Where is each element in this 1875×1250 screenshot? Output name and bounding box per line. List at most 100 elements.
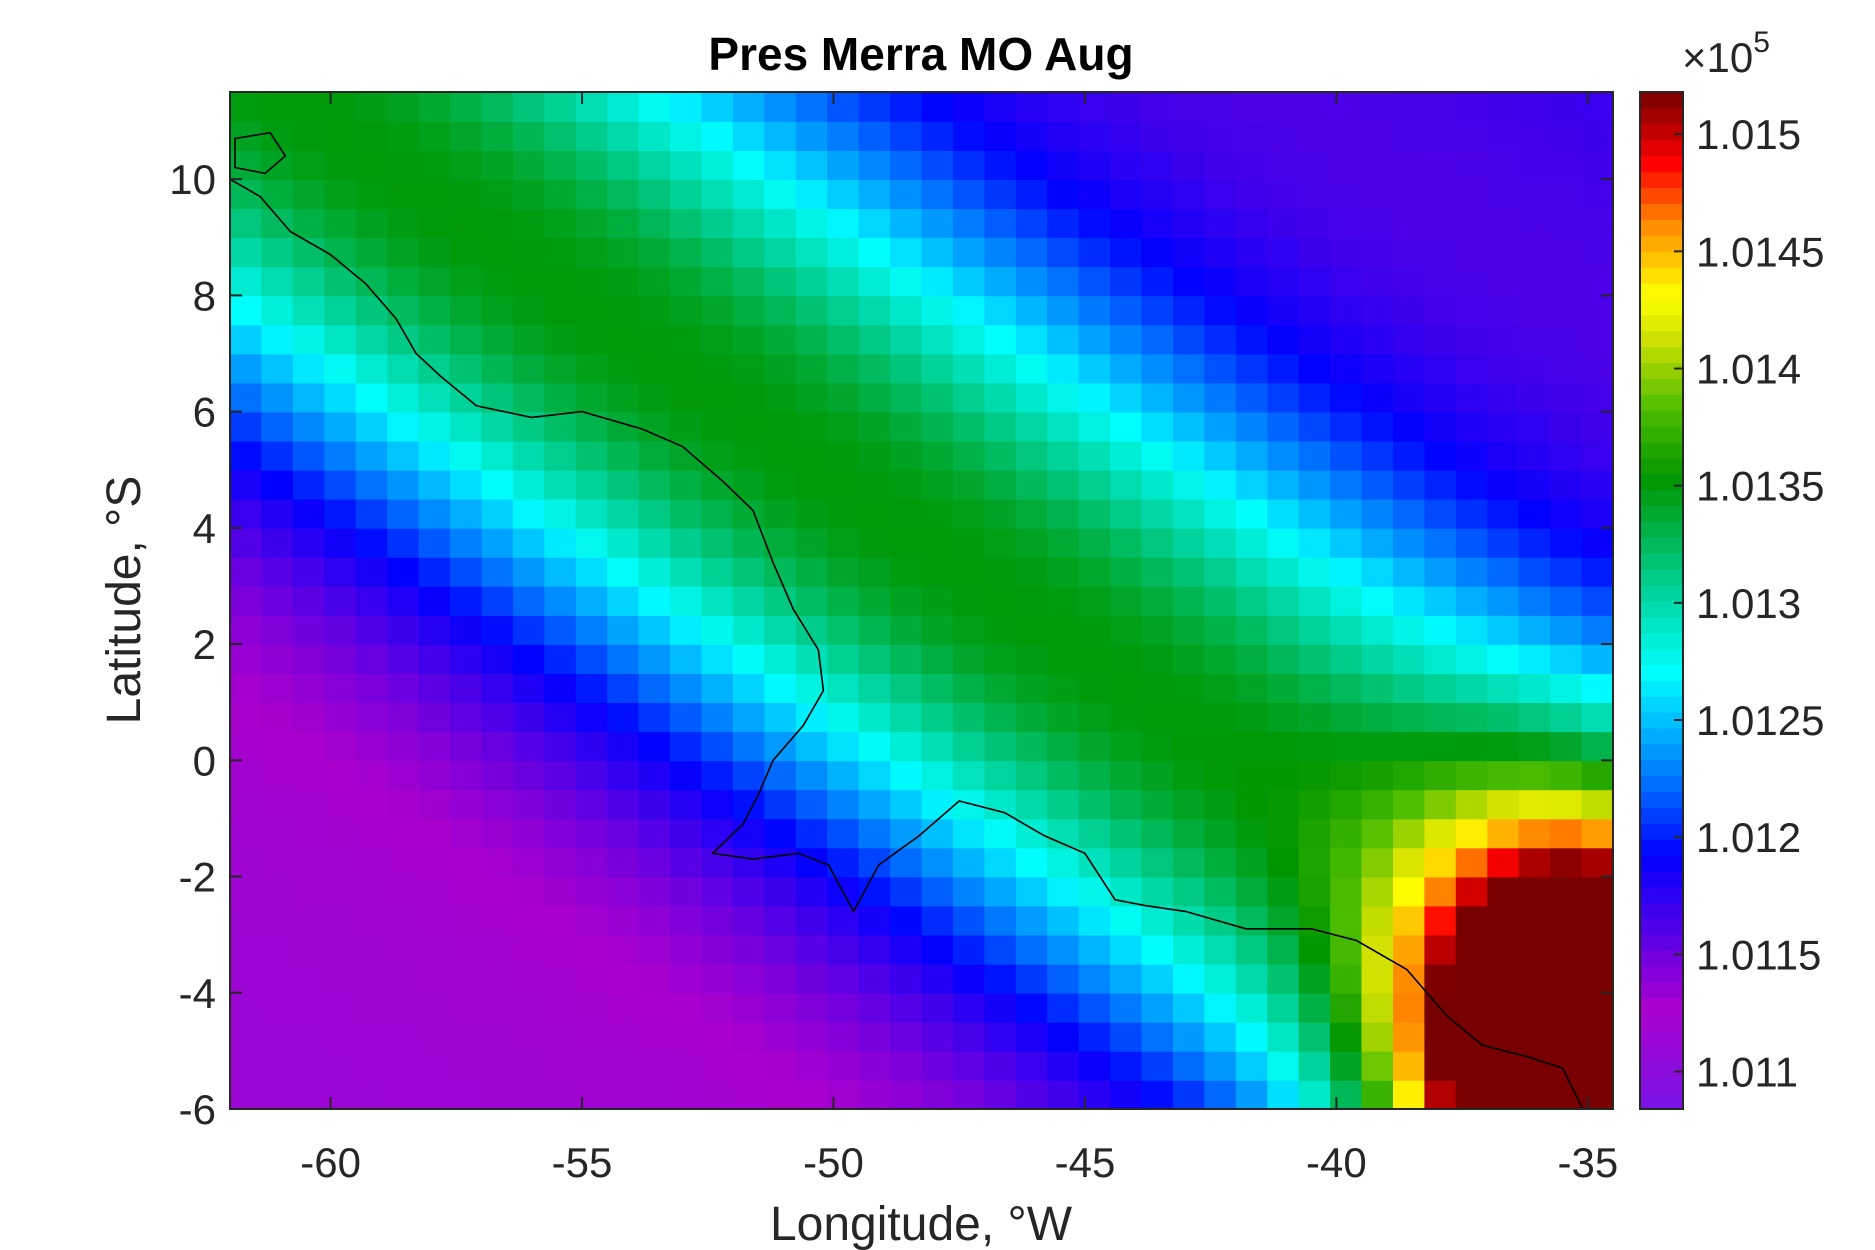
heatmap-cell [795,324,828,355]
heatmap-cell [1581,1079,1613,1109]
heatmap-cell [1173,295,1206,326]
heatmap-cell [1361,1050,1394,1081]
heatmap-cell [764,237,797,268]
heatmap-cell [261,934,294,965]
heatmap-cell [1267,963,1300,994]
heatmap-cell [1267,1050,1300,1081]
heatmap-cell [858,324,891,355]
heatmap-cell [1518,702,1551,733]
heatmap-cell [607,208,640,239]
heatmap-cell [1393,1050,1426,1081]
heatmap-cell [544,992,577,1023]
heatmap-cell [858,266,891,297]
heatmap-cell [890,789,923,820]
heatmap-cell [292,469,326,500]
heatmap-cell [1550,440,1583,471]
heatmap-cell [1393,295,1426,326]
heatmap-cell [1581,92,1613,122]
heatmap-cell [544,498,577,529]
heatmap-cell [1267,644,1300,674]
heatmap-cell [261,150,294,180]
heatmap-cell [607,382,640,413]
heatmap-cell [890,586,923,616]
heatmap-cell [701,818,734,849]
heatmap-cell [1141,179,1174,210]
heatmap-cell [261,121,294,151]
heatmap-cell [952,905,986,936]
heatmap-cell [575,556,608,587]
heatmap-cell [827,353,860,384]
heatmap-cell [512,876,546,907]
heatmap-cell [984,673,1017,703]
heatmap-cell [292,905,326,936]
heatmap-cell [764,150,797,180]
heatmap-cell [795,237,828,268]
heatmap-cell [324,876,357,907]
heatmap-cell [1235,121,1268,151]
heatmap-cell [387,208,420,239]
heatmap-cell [1487,818,1520,849]
heatmap-cell [701,673,734,703]
heatmap-cell [1267,208,1300,239]
heatmap-cell [1330,179,1363,210]
heatmap-cell [1361,586,1394,616]
heatmap-cell [701,556,734,587]
heatmap-cell [1487,963,1520,994]
heatmap-cell [1141,818,1174,849]
heatmap-cell [1330,992,1363,1023]
heatmap-cell [261,295,294,326]
heatmap-cell [512,469,546,500]
heatmap-cell [324,527,357,558]
heatmap-cell [512,644,546,674]
heatmap-cell [481,615,514,645]
heatmap-cell [1204,121,1237,151]
heatmap-cell [1204,469,1237,500]
heatmap-cell [701,121,734,151]
heatmap-cell [512,702,546,733]
heatmap-cell [292,586,326,616]
heatmap-cell [230,644,263,674]
heatmap-cell [450,963,483,994]
heatmap-cell [1455,411,1488,442]
heatmap-cell [670,324,703,355]
heatmap-cell [355,789,388,820]
heatmap-cell [952,644,986,674]
heatmap-cell [324,1079,357,1109]
heatmap-cell [1047,644,1080,674]
heatmap-cell [1015,876,1048,907]
heatmap-cell [418,905,451,936]
heatmap-cell [1487,673,1520,703]
heatmap-cell [481,934,514,965]
colorbar-segment [1640,616,1683,634]
heatmap-cell [858,469,891,500]
heatmap-cell [1141,1021,1174,1052]
heatmap-cell [764,1050,797,1081]
colorbar-segment [1640,552,1683,570]
heatmap-cell [1047,527,1080,558]
heatmap-cell [355,1079,388,1109]
heatmap-cell [984,324,1017,355]
heatmap-cell [1298,527,1331,558]
heatmap-cell [732,498,766,529]
heatmap-cell [607,818,640,849]
heatmap-cell [1361,121,1394,151]
heatmap-cell [387,498,420,529]
heatmap-cell [450,1079,483,1109]
heatmap-cell [1424,934,1457,965]
heatmap-cell [292,1079,326,1109]
heatmap-cell [732,905,766,936]
heatmap-cell [1518,498,1551,529]
colorbar-segment [1640,568,1683,586]
x-tick-label: -55 [552,1139,613,1186]
heatmap-cell [1550,469,1583,500]
heatmap-cell [512,92,546,122]
heatmap-cell [1393,818,1426,849]
heatmap-cell [1141,1050,1174,1081]
heatmap-cell [1330,469,1363,500]
heatmap-cell [827,92,860,122]
heatmap-cell [1110,92,1143,122]
colorbar-segment [1640,282,1683,300]
heatmap-cell [921,789,954,820]
heatmap-cell [1330,905,1363,936]
heatmap-cell [418,556,451,587]
